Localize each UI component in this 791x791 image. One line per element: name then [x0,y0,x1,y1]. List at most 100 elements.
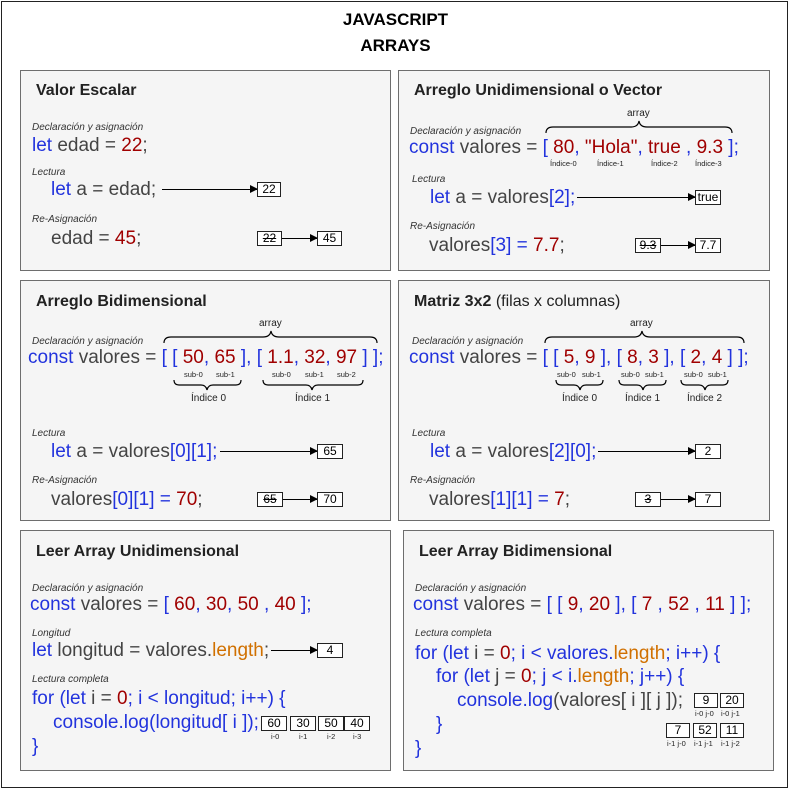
code-console-log: console.log(longitud[ i ]); [53,712,259,733]
label-declaracion: Declaración y asignación [412,336,524,347]
output-box: 60 [261,716,287,731]
row-brace [555,379,604,391]
code-close-brace: } [32,736,39,757]
output-box: 52 [693,723,717,738]
panel-title: Arreglo Unidimensional o Vector [414,82,663,99]
sub-label: sub-1 [305,370,324,379]
code-close-outer: } [415,738,422,759]
array-brace [163,330,378,344]
panel-title: Arreglo Bidimensional [36,293,207,310]
label-lectura-completa: Lectura completa [415,628,492,639]
row-brace [680,379,729,391]
code-reasignacion: edad = 45; [51,228,142,249]
index-label: Índice-3 [695,159,722,168]
old-value-box: 65 [257,492,283,507]
panel-title: Leer Array Bidimensional [419,543,613,560]
arrow-lectura [220,447,318,455]
label-reasignacion: Re-Asignación [32,475,98,486]
label-declaracion: Declaración y asignación [32,122,144,133]
result-box: true [695,190,721,205]
label-reasignacion: Re-Asignación [410,221,476,232]
arrow-lectura [162,185,258,193]
sub-label: sub-2 [337,370,356,379]
label-declaracion: Declaración y asignación [415,583,527,594]
main-title: JAVASCRIPT [342,10,449,29]
output-box: 20 [720,693,744,708]
sub-label: sub-0 [184,370,203,379]
index-label: Índice-0 [550,159,577,168]
index-label: Índice-2 [651,159,678,168]
code-declaracion: const valores = [ [ 50, 65 ], [ 1.1, 32,… [28,347,384,368]
arrow-reasignacion [283,495,318,503]
row-index-label: Índice 1 [625,393,661,404]
output-box: 50 [318,716,344,731]
code-inner-for: for (let j = 0; j < i.length; j++) { [436,666,685,687]
length-box: 4 [317,643,343,658]
result-box: 22 [257,182,281,197]
new-value-box: 7 [695,492,721,507]
label-lectura: Lectura [412,428,446,439]
sub-label: sub-0 [684,370,703,379]
array-label: array [259,318,282,329]
row-index-label: Índice 1 [295,393,331,404]
code-for-loop: for (let i = 0; i < longitud; i++) { [32,688,286,709]
code-lectura: let a = valores[0][1]; [51,441,218,462]
output-index-label: i-2 [327,732,336,741]
row-brace [262,379,364,391]
array-brace [544,330,745,344]
new-value-box: 45 [317,231,342,246]
row-index-label: Índice 0 [562,393,598,404]
output-index-label: i-1 j-0 [667,739,686,748]
row-index-label: Índice 2 [687,393,723,404]
arrow-lectura [598,447,696,455]
code-longitud: let longitud = valores.length; [32,640,270,661]
output-index-label: i-3 [353,732,362,741]
row-brace [173,379,242,391]
array-label: array [630,318,653,329]
output-box: 40 [344,716,370,731]
output-box: 9 [694,693,718,708]
panel-valor-escalar: Valor Escalar Declaración y asignación l… [20,70,391,271]
code-lectura: let a = valores[2][0]; [430,441,597,462]
label-reasignacion: Re-Asignación [32,214,98,225]
old-value-box: 3 [635,492,661,507]
panel-bidimensional: Arreglo Bidimensional array Declaración … [20,280,391,521]
panel-leer-unidimensional: Leer Array Unidimensional Declaración y … [20,530,391,771]
output-index-label: i-1 j-2 [721,739,740,748]
output-box: 11 [720,723,744,738]
panel-vector: Arreglo Unidimensional o Vector array De… [398,70,770,271]
sub-label: sub-0 [272,370,291,379]
output-index-label: i-1 j-1 [694,739,713,748]
label-declaracion: Declaración y asignación [32,583,144,594]
panel-leer-bidimensional: Leer Array Bidimensional Declaración y a… [403,530,774,771]
sub-label: sub-1 [645,370,664,379]
code-outer-for: for (let i = 0; i < valores.length; i++)… [415,643,721,664]
label-declaracion: Declaración y asignación [410,126,522,137]
code-declaracion: const valores = [ [ 9, 20 ], [ 7 , 52 , … [413,594,752,615]
output-index-label: i-0 [271,732,280,741]
label-lectura-completa: Lectura completa [32,674,109,685]
arrow-reasignacion [661,241,696,249]
result-box: 65 [317,444,343,459]
output-index-label: i-1 [299,732,308,741]
output-box: 30 [290,716,316,731]
code-reasignacion: valores[0][1] = 70; [51,489,203,510]
label-reasignacion: Re-Asignación [410,475,476,486]
arrow-longitud [271,646,318,654]
arrow-reasignacion [282,234,318,242]
main-subtitle: ARRAYS [360,36,431,55]
label-lectura: Lectura [412,174,446,185]
panel-title: Valor Escalar [36,82,137,99]
code-close-inner: } [436,714,443,735]
label-longitud: Longitud [32,628,71,639]
old-value-box: 9.3 [635,238,661,253]
sub-label: sub-0 [557,370,576,379]
label-declaracion: Declaración y asignación [32,336,144,347]
sub-label: sub-0 [621,370,640,379]
code-lectura: let a = valores[2]; [430,187,576,208]
row-brace [618,379,667,391]
result-box: 2 [695,444,721,459]
code-declaracion: let edad = 22; [32,135,148,156]
new-value-box: 70 [317,492,343,507]
